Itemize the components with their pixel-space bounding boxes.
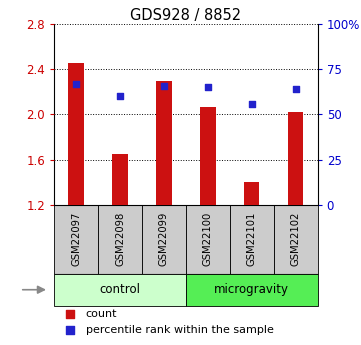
Text: GSM22097: GSM22097 bbox=[71, 212, 81, 266]
Point bbox=[249, 101, 255, 106]
Bar bbox=[54, 205, 98, 274]
Point bbox=[73, 81, 79, 87]
Bar bbox=[142, 205, 186, 274]
Bar bbox=[230, 205, 274, 274]
Bar bbox=[98, 205, 142, 274]
Bar bbox=[156, 81, 171, 205]
Title: GDS928 / 8852: GDS928 / 8852 bbox=[130, 8, 242, 23]
Text: GSM22102: GSM22102 bbox=[291, 212, 301, 266]
Bar bbox=[288, 112, 303, 205]
Bar bbox=[186, 274, 318, 306]
Bar bbox=[244, 182, 260, 205]
Text: percentile rank within the sample: percentile rank within the sample bbox=[86, 325, 274, 335]
Bar bbox=[112, 154, 128, 205]
Text: count: count bbox=[86, 309, 117, 319]
Point bbox=[161, 83, 167, 88]
Bar bbox=[186, 205, 230, 274]
Text: control: control bbox=[100, 283, 140, 296]
Point bbox=[205, 85, 211, 90]
Bar bbox=[200, 107, 216, 205]
Bar bbox=[274, 205, 318, 274]
Point bbox=[67, 327, 73, 333]
Point bbox=[67, 311, 73, 317]
Text: microgravity: microgravity bbox=[214, 283, 289, 296]
Text: GSM22100: GSM22100 bbox=[203, 212, 213, 266]
Bar bbox=[69, 62, 84, 205]
Text: GSM22098: GSM22098 bbox=[115, 212, 125, 266]
Point bbox=[293, 86, 299, 92]
Text: GSM22099: GSM22099 bbox=[159, 212, 169, 266]
Bar bbox=[54, 274, 186, 306]
Text: protocol: protocol bbox=[0, 283, 2, 296]
Text: GSM22101: GSM22101 bbox=[247, 212, 257, 266]
Point bbox=[117, 93, 123, 99]
